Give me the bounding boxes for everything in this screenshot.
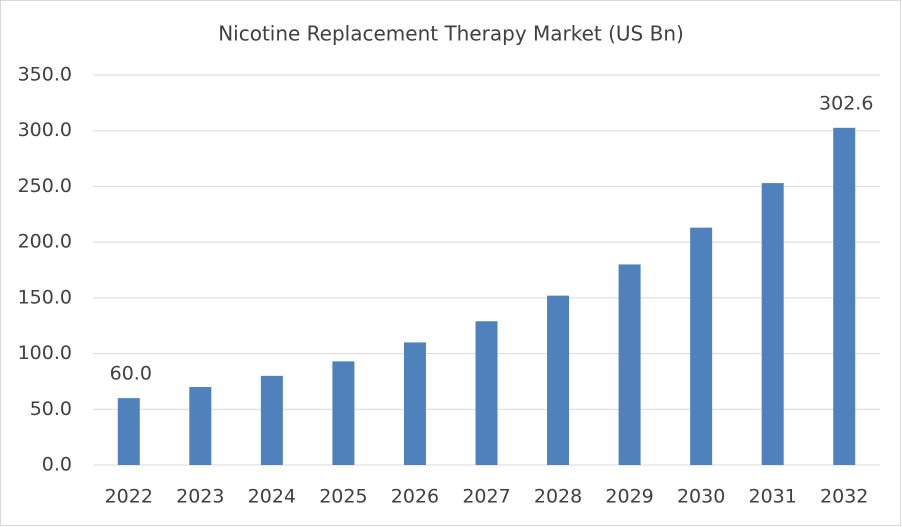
x-tick-label: 2024 <box>248 486 296 508</box>
bar <box>690 227 713 465</box>
y-tick-label: 300.0 <box>18 119 72 141</box>
bar <box>332 361 355 465</box>
data-label: 60.0 <box>110 363 152 385</box>
x-tick-label: 2028 <box>534 486 582 508</box>
x-tick-label: 2025 <box>319 486 367 508</box>
y-tick-label: 50.0 <box>30 398 72 420</box>
x-tick-label: 2029 <box>605 486 653 508</box>
x-tick-label: 2030 <box>677 486 725 508</box>
y-tick-label: 250.0 <box>18 175 72 197</box>
x-tick-label: 2031 <box>749 486 797 508</box>
chart-title: Nicotine Replacement Therapy Market (US … <box>218 22 684 46</box>
bar <box>761 183 784 466</box>
x-tick-label: 2023 <box>176 486 224 508</box>
x-tick-label: 2026 <box>391 486 439 508</box>
bar <box>547 295 570 465</box>
bar <box>618 264 641 465</box>
bar <box>475 321 498 465</box>
bar <box>189 387 212 465</box>
y-tick-label: 100.0 <box>18 342 72 364</box>
y-tick-label: 150.0 <box>18 286 72 308</box>
x-tick-label: 2027 <box>462 486 510 508</box>
bar <box>833 127 856 466</box>
bar <box>260 375 283 465</box>
bar <box>117 398 140 465</box>
bar <box>403 342 426 465</box>
y-tick-label: 0.0 <box>42 454 72 476</box>
y-tick-label: 350.0 <box>18 64 72 86</box>
y-tick-label: 200.0 <box>18 231 72 253</box>
x-tick-label: 2022 <box>105 486 153 508</box>
data-label: 302.6 <box>819 92 873 114</box>
x-tick-label: 2032 <box>820 486 868 508</box>
